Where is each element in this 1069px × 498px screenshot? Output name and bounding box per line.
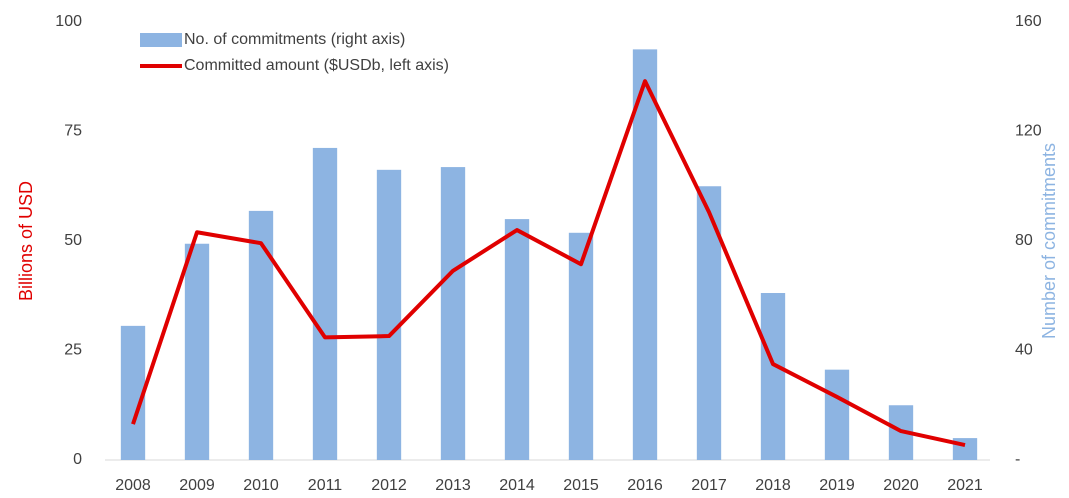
y-tick-label: 100 bbox=[55, 13, 82, 30]
bar bbox=[120, 325, 146, 460]
bar bbox=[440, 167, 466, 460]
y-tick-label: 50 bbox=[64, 232, 82, 249]
legend-swatch bbox=[140, 33, 182, 47]
y2-tick-label: 160 bbox=[1015, 13, 1042, 30]
y2-tick-label: 40 bbox=[1015, 342, 1033, 359]
x-tick-label: 2011 bbox=[308, 477, 343, 494]
x-tick-label: 2017 bbox=[691, 477, 727, 494]
legend-label: No. of commitments (right axis) bbox=[184, 31, 405, 48]
x-tick-label: 2012 bbox=[371, 477, 407, 494]
y-tick-label: 75 bbox=[64, 123, 82, 140]
bar bbox=[632, 49, 658, 460]
x-tick-label: 2008 bbox=[115, 477, 151, 494]
y2-axis-title: Number of commitments bbox=[1039, 143, 1059, 339]
y2-tick-label: - bbox=[1015, 451, 1020, 468]
bar bbox=[824, 369, 850, 460]
x-tick-label: 2013 bbox=[435, 477, 471, 494]
x-tick-label: 2010 bbox=[243, 477, 279, 494]
y2-tick-label: 80 bbox=[1015, 232, 1033, 249]
bar bbox=[312, 147, 338, 461]
x-tick-label: 2019 bbox=[819, 477, 855, 494]
y2-tick-label: 120 bbox=[1015, 123, 1042, 140]
x-tick-label: 2021 bbox=[947, 477, 983, 494]
bar bbox=[568, 232, 594, 460]
x-tick-label: 2009 bbox=[179, 477, 215, 494]
legend-label: Committed amount ($USDb, left axis) bbox=[184, 57, 449, 74]
bar bbox=[504, 219, 530, 460]
x-tick-label: 2018 bbox=[755, 477, 791, 494]
bar bbox=[760, 293, 786, 460]
bar bbox=[248, 210, 274, 460]
y-tick-label: 25 bbox=[64, 342, 82, 359]
x-tick-label: 2014 bbox=[499, 477, 535, 494]
x-tick-label: 2020 bbox=[883, 477, 919, 494]
bar bbox=[376, 169, 402, 460]
y-axis-title: Billions of USD bbox=[16, 181, 36, 301]
bar bbox=[184, 243, 210, 460]
line bbox=[131, 79, 966, 448]
x-tick-label: 2016 bbox=[627, 477, 663, 494]
x-tick-label: 2015 bbox=[563, 477, 599, 494]
y-tick-label: 0 bbox=[73, 451, 82, 468]
